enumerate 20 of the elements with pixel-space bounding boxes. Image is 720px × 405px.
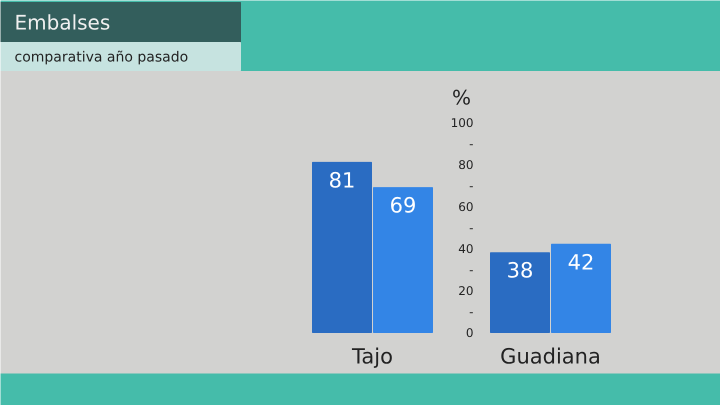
y-tick-label: 80: [458, 158, 474, 172]
y-tick-label: 40: [458, 242, 474, 256]
y-axis-title: %: [452, 86, 472, 110]
y-tick-label: -: [469, 263, 474, 277]
data-label: 38: [506, 258, 534, 283]
y-tick-label: 100: [450, 116, 474, 130]
text: comparativa año pasado: [14, 50, 188, 66]
data-label: 42: [568, 250, 594, 274]
y-tick-label: -: [469, 179, 474, 193]
text: Embalses: [14, 10, 110, 34]
x-tick-label: Tajo: [351, 344, 393, 368]
y-tick-label: -: [469, 221, 474, 235]
y-tick-label: -: [469, 137, 474, 151]
data-label: 69: [390, 194, 416, 218]
x-tick-label: Guadiana: [500, 344, 601, 368]
y-tick-label: 20: [458, 284, 474, 298]
y-tick-label: 0: [466, 326, 474, 340]
y-tick-label: 60: [458, 200, 474, 214]
data-label: 81: [328, 168, 356, 192]
y-tick-label: -: [469, 305, 474, 319]
